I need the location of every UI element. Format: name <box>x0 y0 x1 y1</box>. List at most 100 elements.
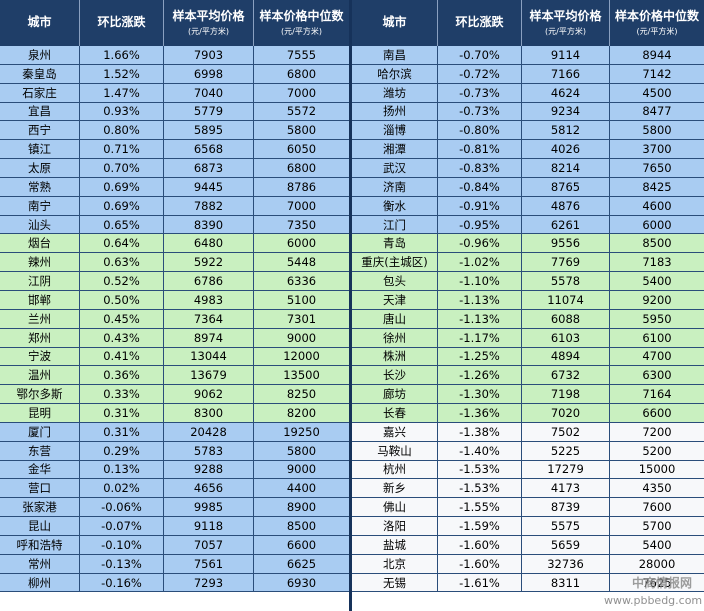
table-row: 武汉 -0.83% 8214 7650 <box>352 159 704 178</box>
cell-avg-price: 5812 <box>522 121 610 140</box>
header-median-price: 样本价格中位数 (元/平方米) <box>259 9 344 36</box>
cell-change: -1.26% <box>438 366 522 385</box>
cell-change: -1.61% <box>438 573 522 592</box>
watermark-url: www.pbbedg.com <box>604 594 703 607</box>
cell-avg-price: 7040 <box>164 83 254 102</box>
cell-city: 兰州 <box>0 309 80 328</box>
table-row: 衡水 -0.91% 4876 4600 <box>352 196 704 216</box>
cell-change: -1.17% <box>438 328 522 347</box>
table-row: 廊坊 -1.30% 7198 7164 <box>352 385 704 405</box>
cell-avg-price: 9288 <box>164 460 254 479</box>
cell-median-price: 9200 <box>642 292 672 307</box>
cell-median-price: 7142 <box>642 66 672 81</box>
cell-median-price: 19250 <box>283 424 320 439</box>
cell-avg-price: 8311 <box>522 573 610 592</box>
cell-avg-price: 4983 <box>164 290 254 309</box>
cell-median-price: 6000 <box>642 217 672 232</box>
cell-change: 0.64% <box>80 234 164 253</box>
cell-change: -0.07% <box>80 517 164 535</box>
header-avg-price: 样本平均价格 (元/平方米) <box>522 0 610 46</box>
cell-median-price: 8500 <box>642 236 672 251</box>
left-table: 城市 环比涨跌 样本平均价格 (元/平方米) 样本价格中位数 (元/平方米) 泉州 1… <box>0 0 349 593</box>
cell-city: 包头 <box>352 272 438 290</box>
cell-avg-price: 7882 <box>164 196 254 215</box>
cell-change: -1.59% <box>438 517 522 535</box>
cell-change: 0.71% <box>80 140 164 159</box>
cell-city: 嘉兴 <box>352 422 438 441</box>
right-table: 城市 环比涨跌 样本平均价格 (元/平方米) 样本价格中位数 (元/平方米) 南昌 -… <box>352 0 704 593</box>
cell-change: -1.53% <box>438 460 522 479</box>
cell-avg-price: 7293 <box>164 573 254 592</box>
cell-city: 金华 <box>0 460 80 479</box>
cell-city: 哈尔滨 <box>352 64 438 83</box>
cell-median-price: 28000 <box>638 556 676 571</box>
cell-median-price: 8944 <box>642 47 672 62</box>
cell-median-price: 4350 <box>642 481 672 496</box>
cell-median-price: 5572 <box>286 104 317 119</box>
cell-city: 宜昌 <box>0 102 80 121</box>
table-row: 哈尔滨 -0.72% 7166 7142 <box>352 64 704 84</box>
cell-avg-price: 6088 <box>522 309 610 328</box>
cell-avg-price: 8300 <box>164 404 254 422</box>
cell-avg-price: 5922 <box>164 253 254 272</box>
table-row: 张家港 -0.06% 9985 8900 <box>0 498 349 518</box>
left-table-body: 泉州 1.66% 7903 7555 秦皇岛 1.52% 6998 6800 石家庄 1.47% 7… <box>0 46 349 593</box>
cell-avg-price: 7502 <box>522 422 610 441</box>
table-row: 江阴 0.52% 6786 6336 <box>0 272 349 291</box>
table-row: 鄂尔多斯 0.33% 9062 8250 <box>0 385 349 405</box>
table-row: 厦门 0.31% 20428 19250 <box>0 422 349 442</box>
cell-change: 0.93% <box>80 102 164 121</box>
cell-change: 0.31% <box>80 404 164 422</box>
cell-change: 0.43% <box>80 328 164 347</box>
cell-avg-price: 5659 <box>522 535 610 554</box>
cell-city: 马鞍山 <box>352 441 438 460</box>
cell-city: 泉州 <box>0 46 80 64</box>
cell-avg-price: 8214 <box>522 159 610 177</box>
table-row: 淄博 -0.80% 5812 5800 <box>352 121 704 141</box>
cell-change: 0.29% <box>80 441 164 460</box>
table-row: 马鞍山 -1.40% 5225 5200 <box>352 441 704 461</box>
cell-city: 郑州 <box>0 328 80 347</box>
cell-change: -0.10% <box>80 535 164 554</box>
cell-median-price: 9000 <box>286 330 317 345</box>
cell-city: 镇江 <box>0 140 80 159</box>
cell-change: 0.31% <box>80 422 164 441</box>
table-row: 天津 -1.13% 11074 9200 <box>352 290 704 310</box>
cell-city: 常熟 <box>0 177 80 196</box>
cell-city: 辣州 <box>0 253 80 272</box>
cell-median-price: 7625 <box>642 575 672 590</box>
cell-median-price: 6300 <box>642 368 672 383</box>
cell-median-price: 6000 <box>286 236 317 251</box>
table-row: 新乡 -1.53% 4173 4350 <box>352 479 704 499</box>
cell-change: -0.13% <box>80 554 164 573</box>
cell-change: 0.69% <box>80 177 164 196</box>
cell-city: 西宁 <box>0 121 80 140</box>
watermark-text: 中商情报网 <box>632 576 693 590</box>
cell-city: 邯郸 <box>0 290 80 309</box>
cell-median-price: 5800 <box>286 123 317 138</box>
cell-change: 0.65% <box>80 215 164 234</box>
table-row: 昆明 0.31% 8300 8200 <box>0 404 349 423</box>
cell-median-price: 7000 <box>286 85 317 100</box>
cell-avg-price: 9445 <box>164 177 254 196</box>
table-row: 烟台 0.64% 6480 6000 <box>0 234 349 254</box>
cell-city: 柳州 <box>0 573 80 592</box>
cell-avg-price: 5225 <box>522 441 610 460</box>
cell-city: 武汉 <box>352 159 438 177</box>
cell-avg-price: 4656 <box>164 479 254 498</box>
cell-change: -0.81% <box>438 140 522 159</box>
cell-city: 株洲 <box>352 347 438 366</box>
cell-city: 秦皇岛 <box>0 64 80 83</box>
cell-avg-price: 7020 <box>522 404 610 422</box>
table-row: 徐州 -1.17% 6103 6100 <box>352 328 704 348</box>
cell-avg-price: 5783 <box>164 441 254 460</box>
cell-change: -1.40% <box>438 441 522 460</box>
cell-median-price: 8477 <box>642 104 672 119</box>
table-row: 南宁 0.69% 7882 7000 <box>0 196 349 216</box>
cell-avg-price: 6568 <box>164 140 254 159</box>
cell-median-price: 6100 <box>642 330 672 345</box>
cell-city: 重庆(主城区) <box>352 253 438 272</box>
cell-change: 0.41% <box>80 347 164 366</box>
cell-city: 青岛 <box>352 234 438 253</box>
